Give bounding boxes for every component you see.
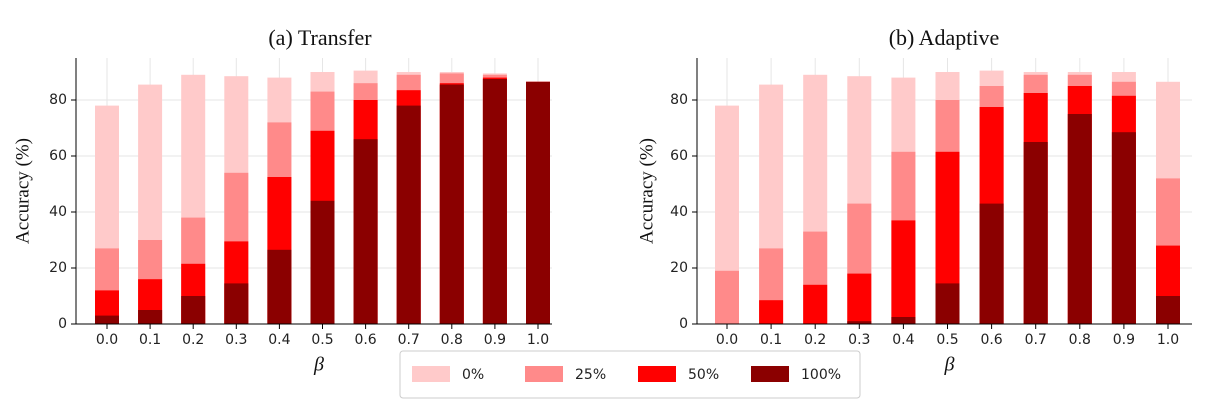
- bar: [847, 273, 872, 324]
- y-tick-label: 40: [49, 204, 67, 220]
- chart-title: (b) Adaptive: [889, 25, 1000, 50]
- legend-label: 100%: [801, 367, 841, 383]
- x-tick-label: 0.0: [96, 332, 118, 348]
- x-tick-label: 0.9: [484, 332, 506, 348]
- legend-swatch: [525, 366, 563, 382]
- x-tick-label: 0.1: [760, 332, 782, 348]
- x-tick-label: 0.8: [1069, 332, 1091, 348]
- y-axis-label: Accuracy (%): [636, 138, 657, 244]
- x-tick-label: 0.7: [1025, 332, 1047, 348]
- bar: [482, 79, 507, 324]
- bar: [526, 81, 550, 324]
- x-tick-label: 0.3: [848, 332, 870, 348]
- bar: [396, 105, 421, 324]
- x-tick-label: 1.0: [527, 332, 549, 348]
- bar: [979, 203, 1004, 324]
- x-tick-label: 0.5: [311, 332, 333, 348]
- bar: [224, 283, 249, 324]
- y-tick-label: 20: [49, 260, 67, 276]
- bar: [181, 296, 206, 324]
- x-axis-label: β: [313, 354, 324, 376]
- legend-label: 0%: [462, 367, 484, 383]
- y-tick-label: 0: [679, 316, 688, 332]
- bar: [891, 220, 916, 324]
- x-tick-label: 0.5: [936, 332, 958, 348]
- bar: [1067, 114, 1092, 324]
- x-tick-label: 0.1: [139, 332, 161, 348]
- x-tick-label: 0.9: [1113, 332, 1135, 348]
- y-tick-label: 80: [49, 92, 67, 108]
- bar: [803, 284, 828, 324]
- bar: [935, 283, 960, 324]
- bar: [1023, 142, 1048, 324]
- x-tick-label: 0.0: [716, 332, 738, 348]
- bar: [353, 139, 378, 324]
- x-tick-label: 0.7: [398, 332, 420, 348]
- y-tick-label: 40: [670, 204, 688, 220]
- bar: [891, 317, 916, 324]
- x-tick-label: 0.2: [182, 332, 204, 348]
- legend-box: [399, 350, 861, 399]
- legend-swatch: [638, 366, 676, 382]
- bar: [439, 84, 464, 324]
- y-tick-label: 0: [58, 316, 67, 332]
- x-axis-label: β: [944, 354, 955, 376]
- y-tick-label: 60: [670, 148, 688, 164]
- bar: [715, 270, 739, 324]
- legend-label: 50%: [688, 367, 719, 383]
- legend-swatch: [412, 366, 450, 382]
- bar: [95, 315, 119, 324]
- y-tick-label: 20: [670, 260, 688, 276]
- legend-swatch: [751, 366, 789, 382]
- y-tick-label: 60: [49, 148, 67, 164]
- x-tick-label: 0.8: [441, 332, 463, 348]
- x-tick-label: 0.6: [354, 332, 376, 348]
- y-tick-label: 80: [670, 92, 688, 108]
- bar: [1111, 132, 1136, 324]
- bar: [310, 200, 335, 324]
- bar: [759, 300, 784, 324]
- bar: [1156, 296, 1180, 324]
- bar: [138, 310, 163, 324]
- x-tick-label: 0.3: [225, 332, 247, 348]
- y-axis-label: Accuracy (%): [12, 138, 33, 244]
- x-tick-label: 0.4: [268, 332, 290, 348]
- legend-label: 25%: [575, 367, 606, 383]
- x-tick-label: 0.4: [892, 332, 914, 348]
- chart-title: (a) Transfer: [268, 25, 372, 50]
- bar: [847, 321, 872, 324]
- bar: [267, 249, 292, 324]
- x-tick-label: 1.0: [1157, 332, 1179, 348]
- x-tick-label: 0.2: [804, 332, 826, 348]
- x-tick-label: 0.6: [980, 332, 1002, 348]
